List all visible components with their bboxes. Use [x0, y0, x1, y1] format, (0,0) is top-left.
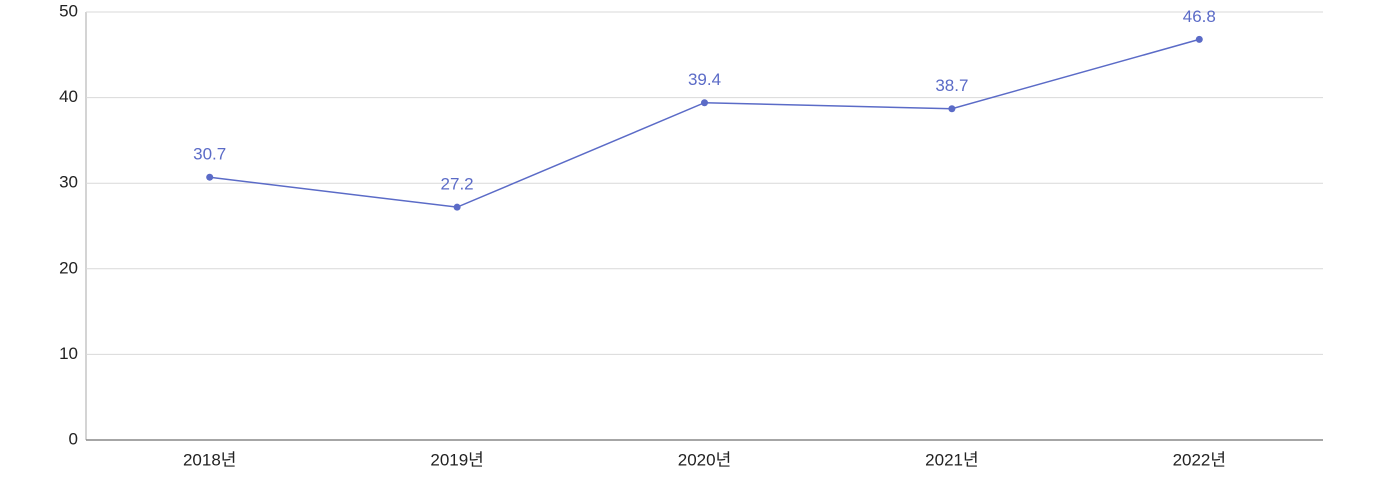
y-tick-label: 50 [59, 1, 78, 20]
y-tick-label: 0 [69, 429, 78, 448]
y-tick-label: 40 [59, 87, 78, 106]
data-point [701, 99, 708, 107]
x-tick-label: 2021년 [925, 450, 978, 469]
data-point [453, 203, 461, 211]
data-line [209, 38, 1200, 208]
data-label: 38.7 [935, 76, 968, 95]
data-point [948, 105, 956, 113]
y-tick-label: 20 [59, 258, 78, 277]
y-tick-label: 30 [59, 173, 78, 192]
x-tick-label: 2019년 [430, 450, 483, 469]
x-tick-label: 2020년 [678, 450, 731, 469]
data-label: 46.8 [1183, 7, 1216, 26]
data-label: 30.7 [193, 145, 226, 164]
data-point [1195, 35, 1203, 43]
data-point [206, 173, 214, 181]
x-tick-label: 2018년 [183, 450, 236, 469]
data-label: 27.2 [441, 175, 474, 194]
data-label: 39.4 [688, 70, 721, 89]
y-tick-label: 10 [59, 344, 78, 363]
x-tick-label: 2022년 [1173, 450, 1226, 469]
